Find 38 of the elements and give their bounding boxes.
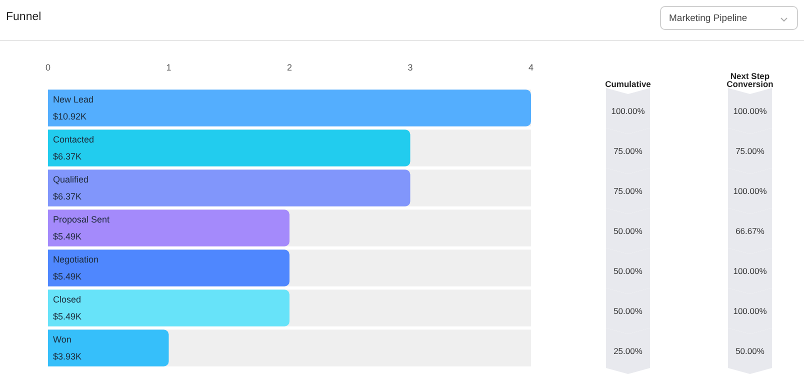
data-label: 50.00%	[606, 208, 650, 254]
text: Cumulative	[604, 79, 652, 89]
annotation: $6.37K	[53, 152, 82, 162]
category-label: Won	[53, 334, 72, 344]
data-label: 100.00%	[728, 88, 772, 134]
annotation: $3.93K	[53, 352, 82, 362]
bar	[48, 330, 169, 366]
category-label: Negotiation	[53, 254, 99, 264]
data-label: 50.00%	[606, 248, 650, 294]
category-label: Closed	[53, 294, 82, 304]
data-label: 25.00%	[606, 328, 650, 374]
data-label: 100.00%	[728, 168, 772, 214]
annotation: $5.49K	[53, 232, 82, 242]
annotation: $6.37K	[53, 192, 82, 202]
data-label: 75.00%	[728, 128, 772, 174]
data-label: 100.00%	[728, 288, 772, 334]
data-label: 100.00%	[606, 88, 650, 134]
category-label: New Lead	[53, 94, 94, 104]
x-tick-label: 2	[286, 62, 292, 72]
annotation: $5.49K	[53, 312, 82, 322]
annotation: $5.49K	[53, 272, 82, 282]
dropdown: Marketing Pipeline	[660, 6, 798, 30]
chart-title: Funnel	[6, 11, 42, 23]
x-tick-label: 3	[408, 62, 413, 72]
data-label: 50.00%	[606, 288, 650, 334]
category-label: Proposal Sent	[53, 214, 110, 224]
annotation: $10.92K	[53, 112, 87, 122]
data-label: 66.67%	[728, 208, 772, 254]
category-label: Contacted	[53, 134, 94, 144]
data-label: 50.00%	[728, 328, 772, 374]
text: Next Step Conversion	[726, 71, 774, 89]
data-label: 75.00%	[606, 168, 650, 214]
data-label: 75.00%	[606, 128, 650, 174]
x-tick-label: 4	[528, 62, 534, 72]
x-tick-label: 1	[166, 62, 172, 72]
x-tick-label: 0	[45, 62, 51, 72]
category-label: Qualified	[53, 174, 89, 184]
data-label: 100.00%	[728, 248, 772, 294]
